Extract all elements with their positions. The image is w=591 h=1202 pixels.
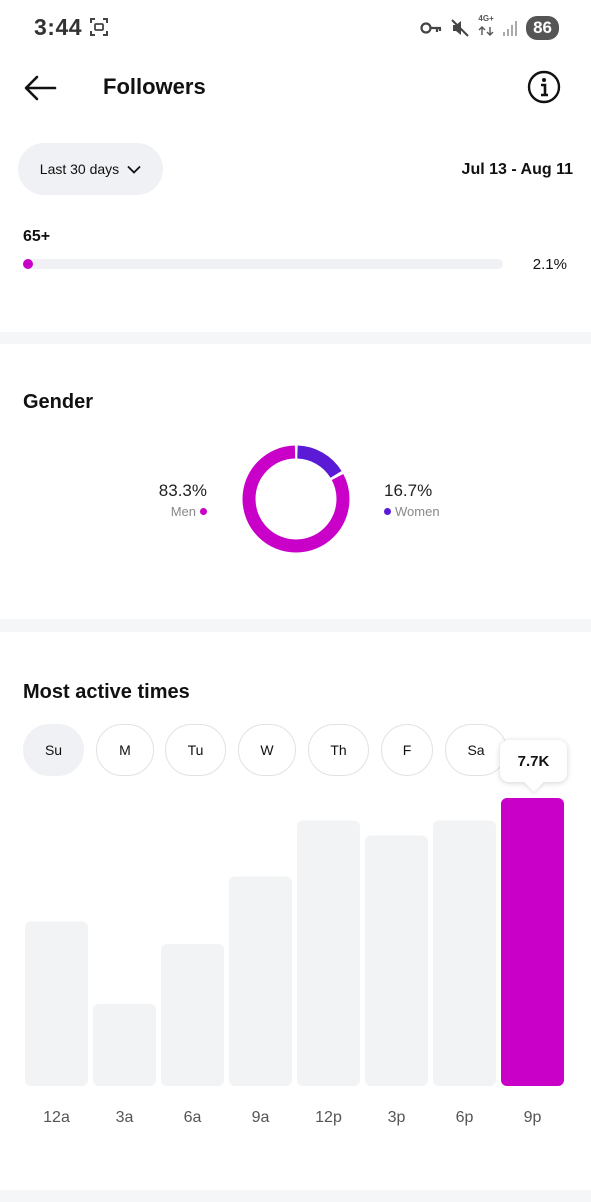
day-chip-w[interactable]: W: [238, 724, 296, 776]
age-bar-fill: [23, 259, 34, 269]
status-icons: 4G+ 86: [420, 15, 559, 41]
date-range-dropdown[interactable]: Last 30 days: [18, 143, 163, 195]
filter-row: Last 30 days Jul 13 - Aug 11: [0, 120, 591, 212]
date-range-dropdown-label: Last 30 days: [39, 161, 120, 177]
screenshot-icon: [90, 18, 108, 36]
key-icon: [420, 22, 442, 34]
women-dot: [384, 508, 391, 515]
age-group-label: 65+: [23, 228, 51, 245]
day-chip-su[interactable]: Su: [23, 724, 84, 776]
status-bar: 3:44 4G+ 86: [0, 0, 591, 56]
bar-3a[interactable]: [93, 1003, 156, 1086]
data-arrows-icon: [478, 26, 494, 36]
men-percentage: 83.3%: [158, 481, 207, 500]
day-chip-tu[interactable]: Tu: [165, 724, 226, 776]
age-group-value: 2.1%: [532, 256, 567, 273]
women-percentage: 16.7%: [384, 481, 433, 500]
day-chip-f[interactable]: F: [381, 724, 433, 776]
bar-6p[interactable]: [433, 820, 496, 1086]
x-tick-9p: 9p: [524, 1109, 542, 1126]
bar-9a[interactable]: [229, 876, 292, 1086]
day-chip-th[interactable]: Th: [308, 724, 369, 776]
women-label: Women: [395, 504, 440, 519]
date-range-text: Jul 13 - Aug 11: [461, 161, 573, 178]
back-arrow-icon[interactable]: [22, 70, 58, 106]
x-tick-12p: 12p: [315, 1109, 342, 1126]
signal-icon: [503, 21, 518, 36]
x-tick-9a: 9a: [252, 1109, 270, 1126]
network-indicator: 4G+: [478, 15, 494, 41]
gender-title: Gender: [23, 391, 94, 413]
mute-icon: [451, 19, 469, 37]
day-chip-m[interactable]: M: [96, 724, 154, 776]
app-header: Followers: [0, 56, 591, 120]
page-title: Followers: [103, 74, 206, 99]
day-selector: Su M Tu W Th F Sa: [23, 724, 583, 776]
bar-9p[interactable]: [501, 798, 564, 1086]
age-card: 65+ 2.1%: [0, 212, 591, 332]
gender-card: Gender 83.3% Men 16.7% Women: [0, 344, 591, 619]
bar-6a[interactable]: [161, 943, 224, 1086]
bar-12a[interactable]: [25, 921, 88, 1086]
x-tick-12a: 12a: [43, 1109, 70, 1126]
donut-segment-men: [242, 445, 350, 553]
battery-indicator: 86: [526, 16, 559, 40]
gender-men-legend: 83.3% Men: [159, 481, 207, 519]
x-tick-3a: 3a: [116, 1109, 134, 1126]
value-tooltip: 7.7K: [500, 740, 567, 782]
age-bar-track: [23, 259, 503, 269]
status-time: 3:44: [34, 14, 83, 40]
info-icon[interactable]: [527, 70, 561, 104]
gender-donut-chart: [242, 445, 350, 553]
active-times-chart: 12a 3a 6a 9a 12p 3p 6p 9p: [25, 798, 564, 1126]
x-tick-3p: 3p: [388, 1109, 406, 1126]
most-active-title: Most active times: [23, 681, 190, 703]
men-label: Men: [170, 504, 196, 519]
bar-3p[interactable]: [365, 835, 428, 1086]
chevron-down-icon: [127, 165, 141, 174]
x-tick-6a: 6a: [184, 1109, 202, 1126]
x-tick-6p: 6p: [456, 1109, 474, 1126]
gender-women-legend: 16.7% Women: [384, 481, 440, 519]
bar-12p[interactable]: [297, 820, 360, 1086]
day-chip-sa[interactable]: Sa: [445, 724, 507, 776]
most-active-card: Most active times Su M Tu W Th F Sa 12a 3a 6a 9a 1…: [0, 632, 591, 1190]
men-dot: [200, 508, 207, 515]
